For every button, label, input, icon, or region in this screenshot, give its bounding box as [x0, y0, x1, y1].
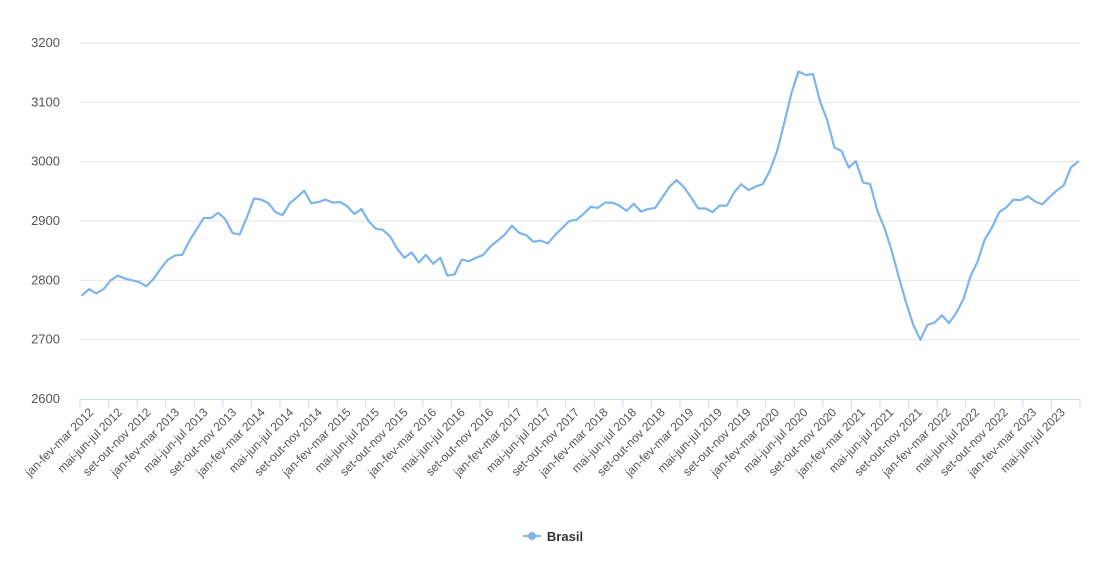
series-line-brasil[interactable]: [80, 70, 1080, 341]
y-tick-label: 2800: [31, 272, 60, 287]
y-tick-label: 3000: [31, 154, 60, 169]
legend-label: Brasil: [546, 528, 584, 544]
y-tick-label: 3200: [31, 35, 60, 50]
legend-item-brasil[interactable]: Brasil: [522, 528, 584, 544]
y-tick-label: 2900: [31, 213, 60, 228]
y-tick-label: 2600: [31, 391, 60, 406]
gridlines: [80, 42, 1080, 341]
legend-line-marker-icon: [522, 531, 541, 541]
y-tick-label: 3100: [31, 94, 60, 109]
y-axis: 2600 2700 2800 2900 3000 3100 3200: [31, 35, 60, 406]
y-tick-label: 2700: [31, 332, 60, 347]
legend: Brasil: [0, 526, 1106, 546]
series-area: [80, 70, 1080, 341]
